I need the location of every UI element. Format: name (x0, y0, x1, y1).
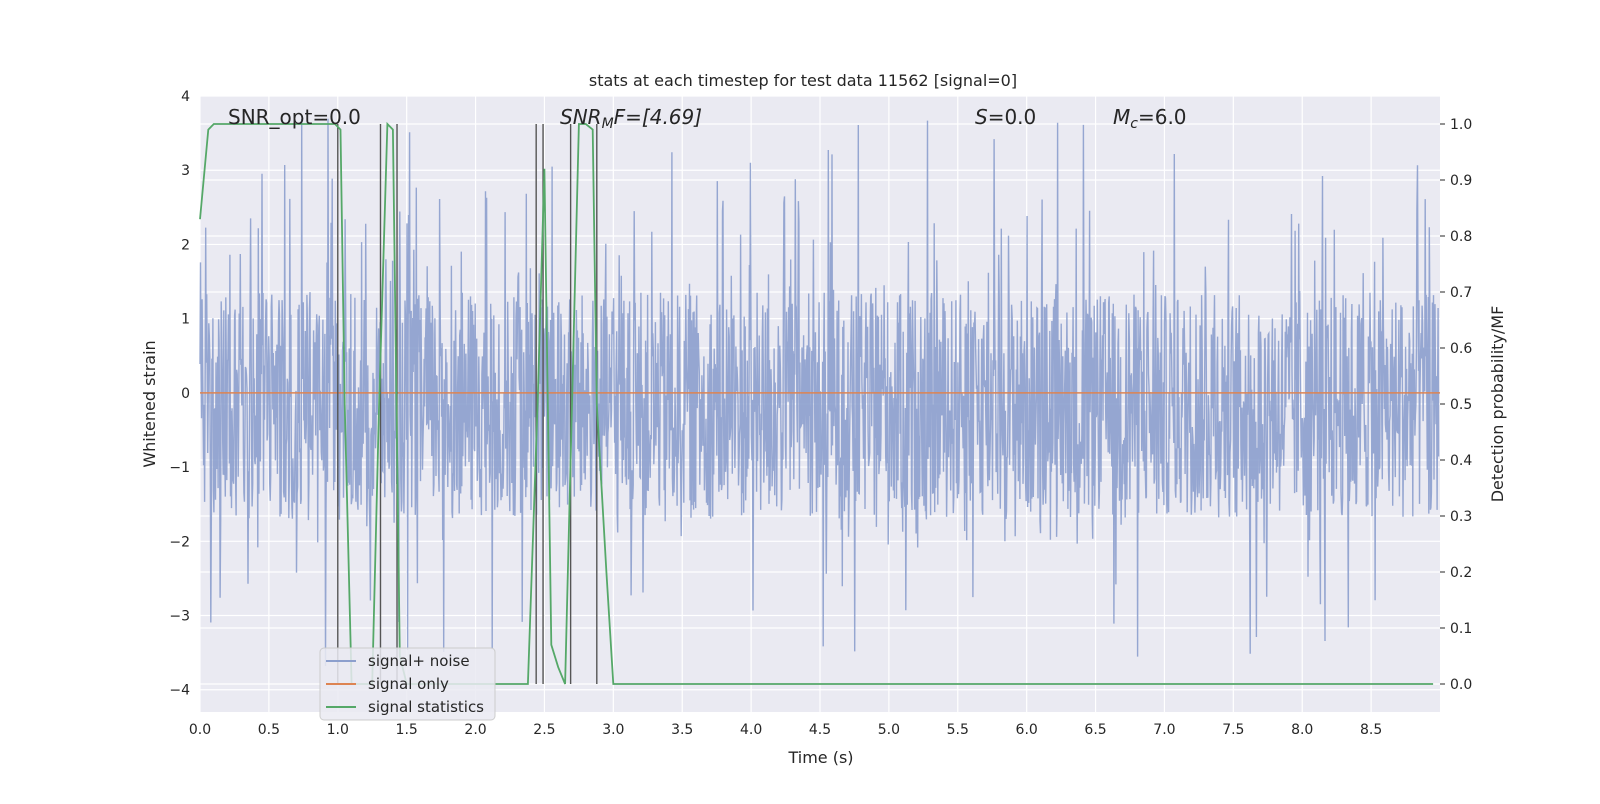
y-axis-label-right: Detection probability/MF (1488, 306, 1507, 503)
legend-box (319, 647, 496, 721)
x-tick-label: 7.5 (1222, 722, 1244, 738)
x-tick-label: 1.0 (327, 722, 349, 738)
annotation-mc-sub: c (1130, 116, 1138, 132)
x-tick-label: 8.0 (1291, 722, 1313, 738)
x-tick-label: 5.0 (878, 722, 900, 738)
legend-label-signal-only: signal only (368, 675, 449, 693)
y-left-tick-label: −1 (169, 460, 190, 476)
x-tick-label: 6.0 (1016, 722, 1038, 738)
signal-plus-noise-line (199, 118, 1440, 667)
y-right-tick-label: 0.2 (1450, 565, 1472, 581)
y-right-tick-label: 0.8 (1450, 229, 1472, 245)
axis-ticks: 0.0 0.5 1.0 1.5 2.0 2.5 3.0 3.5 4.0 4.5 5.0 5.5 6.0 6… (169, 89, 1472, 738)
x-tick-label: 7.0 (1153, 722, 1175, 738)
x-tick-label: 4.5 (809, 722, 831, 738)
legend-label-signal-statistics: signal statistics (368, 698, 484, 716)
y-left-tick-label: −2 (169, 534, 190, 550)
annotation-snr-mf-f: F=[4.69] (614, 105, 702, 129)
y-right-tick-label: 0.9 (1450, 173, 1472, 189)
x-tick-label: 2.0 (464, 722, 486, 738)
annotation-s: S=0.0 (975, 105, 1036, 129)
annotation-mc: Mc=6.0 (1113, 105, 1187, 132)
y-right-tick-label: 0.7 (1450, 285, 1472, 301)
y-left-tick-label: 0 (181, 386, 190, 402)
annotation-snr-opt: SNR_opt=0.0 (228, 105, 361, 129)
x-tick-label: 5.5 (947, 722, 969, 738)
x-tick-label: 0.5 (258, 722, 280, 738)
y-right-tick-label: 0.5 (1450, 397, 1472, 413)
annotation-s-main: S (975, 105, 988, 129)
x-tick-label: 4.0 (740, 722, 762, 738)
y-left-tick-label: 4 (181, 89, 190, 105)
annotation-s-rest: =0.0 (988, 105, 1037, 129)
y-right-tick-label: 0.6 (1450, 341, 1472, 357)
legend: signal+ noise signal only signal statist… (319, 647, 496, 721)
y-axis-label-left: Whitened strain (140, 340, 159, 467)
signal-plus-noise-series (199, 118, 1440, 667)
x-tick-label: 2.5 (533, 722, 555, 738)
x-tick-label: 8.5 (1360, 722, 1382, 738)
x-tick-label: 3.0 (602, 722, 624, 738)
y-left-tick-label: 3 (181, 163, 190, 179)
x-tick-label: 0.0 (189, 722, 211, 738)
x-tick-label: 3.5 (671, 722, 693, 738)
annotation-snr-mf-sub: M (602, 116, 614, 132)
x-tick-label: 1.5 (396, 722, 418, 738)
y-left-tick-label: 1 (181, 312, 190, 328)
y-right-tick-label: 0.0 (1450, 677, 1472, 693)
y-right-tick-label: 0.4 (1450, 453, 1472, 469)
annotation-snr-mf-rest: F=[4.69] (614, 105, 702, 129)
y-left-tick-label: 2 (181, 237, 190, 253)
y-left-tick-label: −3 (169, 609, 190, 625)
legend-label-signal-plus-noise: signal+ noise (368, 652, 470, 670)
y-left-tick-label: −4 (169, 683, 190, 699)
y-right-tick-label: 1.0 (1450, 117, 1472, 133)
y-right-tick-label: 0.3 (1450, 509, 1472, 525)
y-right-tick-label: 0.1 (1450, 621, 1472, 637)
x-tick-label: 6.5 (1084, 722, 1106, 738)
annotation-mc-rest: =6.0 (1138, 105, 1187, 129)
x-axis-label: Time (s) (787, 748, 853, 767)
annotation-mc-main: M (1113, 105, 1130, 129)
chart-title: stats at each timestep for test data 115… (589, 71, 1017, 90)
annotation-snr-mf-main: SNR (560, 105, 602, 129)
annotation-snr-mf: SNRMF=[4.69] (560, 105, 702, 132)
